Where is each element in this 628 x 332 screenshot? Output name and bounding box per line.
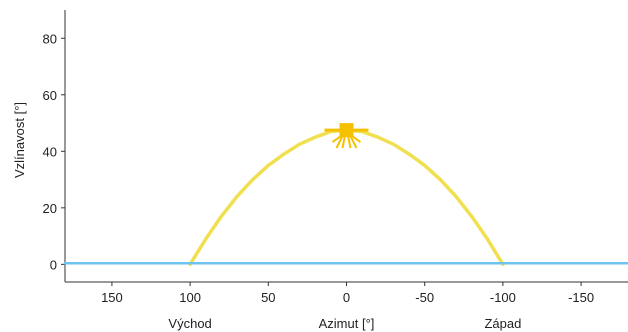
sun-ray bbox=[349, 135, 358, 149]
y-axis-label: Vzlínavost [°] bbox=[12, 102, 27, 178]
sun-ray bbox=[351, 135, 362, 143]
sun-ray bbox=[335, 135, 344, 149]
y-tick-label: 20 bbox=[43, 201, 57, 216]
east-direction-label: Východ bbox=[168, 316, 211, 331]
x-axis-label: Azimut [°] bbox=[319, 316, 375, 331]
sun-ray bbox=[341, 135, 346, 149]
sun-ray bbox=[347, 135, 352, 149]
y-tick-label: 80 bbox=[43, 31, 57, 46]
y-tick-label: 0 bbox=[50, 257, 57, 272]
west-direction-label: Západ bbox=[484, 316, 521, 331]
y-tick-label: 60 bbox=[43, 88, 57, 103]
sun-marker-layer bbox=[324, 123, 369, 149]
x-tick-label: 0 bbox=[343, 290, 350, 305]
y-tick-label: 40 bbox=[43, 144, 57, 159]
x-tick-label: 50 bbox=[261, 290, 275, 305]
x-tick-label: -150 bbox=[568, 290, 594, 305]
sun-path-line bbox=[188, 128, 505, 267]
sun-ray bbox=[331, 135, 342, 143]
series-layer bbox=[63, 128, 628, 267]
x-tick-label: 150 bbox=[101, 290, 123, 305]
x-tick-label: -50 bbox=[415, 290, 434, 305]
x-tick-label: -100 bbox=[490, 290, 516, 305]
axes: 0 20 40 60 80 150 100 50 0 -50 -100 -150 bbox=[43, 10, 628, 305]
x-tick-label: 100 bbox=[179, 290, 201, 305]
